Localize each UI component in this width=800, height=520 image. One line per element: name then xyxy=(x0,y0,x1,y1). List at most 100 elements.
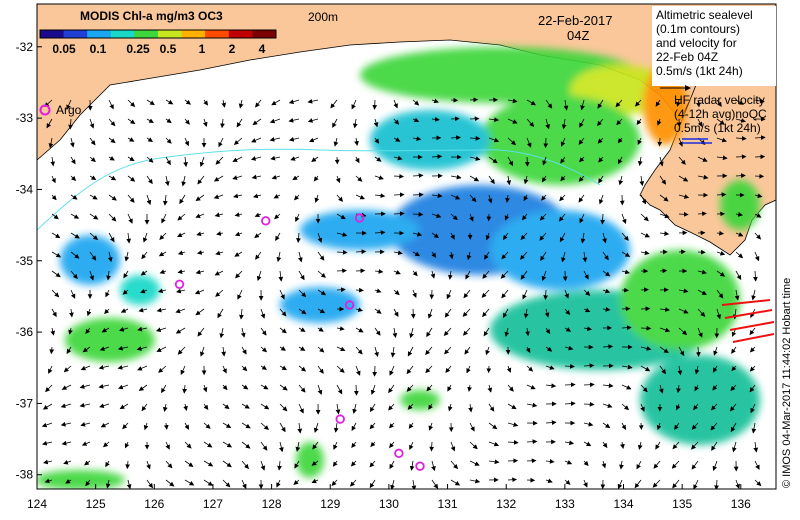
velocity-arrow xyxy=(336,232,348,237)
velocity-arrow xyxy=(84,460,91,466)
velocity-arrow xyxy=(89,270,95,281)
velocity-arrow xyxy=(735,270,742,281)
velocity-arrow xyxy=(539,232,547,241)
velocity-arrow xyxy=(216,231,224,236)
velocity-arrow xyxy=(370,441,376,448)
velocity-arrow xyxy=(177,250,186,256)
velocity-arrow xyxy=(469,213,474,222)
velocity-arrow xyxy=(545,99,553,109)
velocity-arrow xyxy=(560,137,566,147)
velocity-arrow xyxy=(754,213,762,218)
velocity-arrow xyxy=(579,118,585,128)
colorbar-tick-label: 4 xyxy=(259,42,266,56)
velocity-arrow xyxy=(279,289,285,300)
velocity-arrow xyxy=(713,346,718,356)
velocity-arrow xyxy=(184,422,190,430)
velocity-arrow xyxy=(106,270,111,281)
velocity-arrow xyxy=(431,154,443,159)
velocity-arrow xyxy=(298,384,306,393)
velocity-arrow xyxy=(127,99,136,108)
velocity-arrow xyxy=(602,251,609,261)
velocity-arrow xyxy=(80,365,91,371)
velocity-arrow xyxy=(487,384,493,393)
velocity-arrow xyxy=(41,422,53,428)
velocity-arrow xyxy=(197,175,205,185)
velocity-arrow xyxy=(469,441,478,450)
velocity-arrow xyxy=(578,137,585,145)
velocity-arrow xyxy=(676,99,681,107)
velocity-arrow xyxy=(558,213,566,222)
velocity-arrow xyxy=(749,327,756,336)
velocity-arrow xyxy=(279,308,287,317)
velocity-arrow xyxy=(564,401,576,406)
velocity-arrow xyxy=(234,251,243,257)
velocity-arrow xyxy=(466,251,472,261)
velocity-arrow xyxy=(107,251,113,263)
velocity-arrow xyxy=(444,346,452,355)
velocity-arrow xyxy=(260,384,269,390)
velocity-arrow xyxy=(61,384,72,390)
velocity-arrow xyxy=(251,174,262,180)
velocity-arrow xyxy=(716,250,726,256)
velocity-arrow xyxy=(350,460,357,467)
velocity-arrow xyxy=(712,460,718,472)
velocity-arrow xyxy=(165,460,173,469)
velocity-arrow xyxy=(127,213,133,224)
velocity-arrow xyxy=(620,441,625,450)
velocity-arrow xyxy=(488,422,498,430)
velocity-arrow xyxy=(693,403,699,411)
velocity-arrow xyxy=(336,287,346,293)
y-tick-label: -36 xyxy=(16,325,34,339)
colorbar-tick-label: 0.05 xyxy=(52,42,76,56)
velocity-arrows xyxy=(41,97,766,489)
velocity-arrow xyxy=(525,346,531,354)
velocity-arrow xyxy=(85,479,91,487)
velocity-arrow xyxy=(597,118,604,127)
velocity-arrow xyxy=(462,308,471,317)
velocity-arrow xyxy=(140,270,148,276)
y-tick-label: -35 xyxy=(16,254,34,268)
velocity-arrow xyxy=(66,99,72,110)
velocity-arrow xyxy=(82,346,91,353)
velocity-arrow xyxy=(50,327,56,336)
velocity-arrow xyxy=(374,308,382,314)
velocity-arrow xyxy=(181,175,187,187)
velocity-arrow xyxy=(372,365,378,377)
velocity-arrow xyxy=(355,249,367,255)
velocity-arrow xyxy=(412,231,423,237)
velocity-arrow xyxy=(388,422,395,429)
velocity-arrow xyxy=(330,99,338,109)
velocity-arrow xyxy=(754,479,762,487)
velocity-arrow xyxy=(137,326,148,332)
velocity-arrow xyxy=(313,422,319,433)
velocity-arrow xyxy=(450,213,458,221)
velocity-arrow xyxy=(598,175,604,184)
velocity-arrow xyxy=(234,231,243,237)
velocity-arrow xyxy=(127,137,135,142)
velocity-arrow xyxy=(677,365,683,376)
velocity-arrow xyxy=(70,194,78,200)
velocity-arrow xyxy=(712,365,718,373)
velocity-arrow xyxy=(89,251,97,261)
velocity-arrow xyxy=(469,460,480,466)
velocity-arrow xyxy=(716,289,724,299)
y-tick-label: -38 xyxy=(16,468,34,482)
velocity-arrow xyxy=(51,213,59,220)
velocity-arrow xyxy=(507,477,518,483)
velocity-arrow xyxy=(501,289,509,299)
velocity-arrow xyxy=(219,327,225,339)
velocity-arrow xyxy=(621,364,633,370)
velocity-arrow xyxy=(602,422,611,429)
velocity-arrow xyxy=(658,156,664,167)
velocity-arrow xyxy=(640,194,647,205)
velocity-arrow xyxy=(389,460,395,470)
velocity-arrow xyxy=(541,194,547,201)
velocity-arrow xyxy=(298,327,306,332)
velocity-arrow xyxy=(732,441,737,453)
velocity-arrow xyxy=(658,384,664,394)
velocity-arrow xyxy=(526,365,534,372)
velocity-arrow xyxy=(640,250,650,256)
x-tick-label: 134 xyxy=(613,497,633,511)
velocity-arrow xyxy=(203,479,214,486)
velocity-arrow xyxy=(241,460,249,470)
